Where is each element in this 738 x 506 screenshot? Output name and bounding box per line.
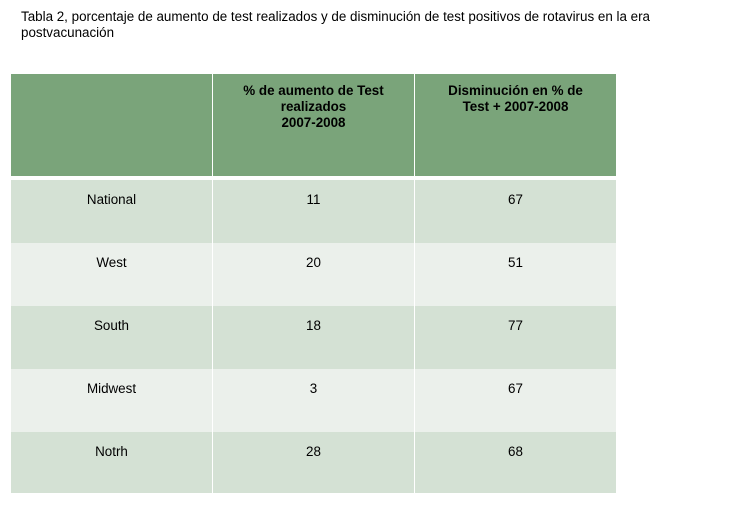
header-cell-aumento: % de aumento de Test realizados 2007-200…: [212, 74, 414, 176]
region-cell: West: [96, 255, 127, 270]
disminucion-cell: 67: [414, 180, 616, 243]
region-cell: South: [94, 318, 129, 333]
table-caption: Tabla 2, porcentaje de aumento de test r…: [21, 9, 650, 40]
table-row: West 20 51: [11, 243, 616, 306]
disminucion-cell: 67: [414, 369, 616, 432]
region-cell: Midwest: [86, 381, 137, 396]
header-cell-region: [11, 74, 212, 176]
disminucion-cell: 77: [414, 306, 616, 369]
aumento-cell: 11: [212, 180, 414, 243]
aumento-cell: 3: [212, 369, 414, 432]
table-row: Notrh 28 68: [11, 432, 616, 493]
disminucion-cell: 68: [414, 432, 616, 493]
table-row: South 18 77: [11, 306, 616, 369]
region-cell: National: [86, 192, 137, 207]
disminucion-cell: 51: [414, 243, 616, 306]
table-header-row: % de aumento de Test realizados 2007-200…: [11, 74, 616, 180]
aumento-cell: 20: [212, 243, 414, 306]
aumento-cell: 28: [212, 432, 414, 493]
table-row: Midwest 3 67: [11, 369, 616, 432]
table-row: National 11 67: [11, 180, 616, 243]
region-cell: Notrh: [95, 444, 128, 459]
header-cell-disminucion: Disminución en % de Test + 2007-2008: [414, 74, 616, 176]
aumento-cell: 18: [212, 306, 414, 369]
data-table: % de aumento de Test realizados 2007-200…: [11, 74, 616, 493]
